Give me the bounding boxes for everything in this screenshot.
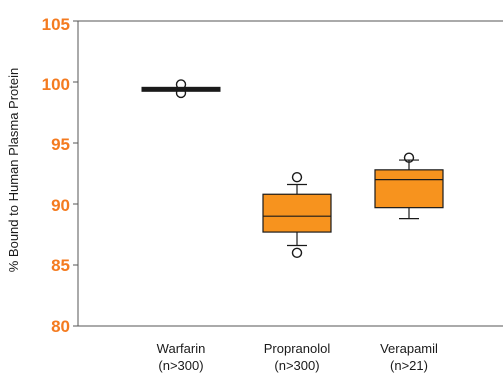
box-propranolol bbox=[262, 193, 332, 233]
plot-area bbox=[73, 20, 503, 327]
category-labels: Warfarin (n>300) Propranolol (n>300) Ver… bbox=[157, 341, 438, 373]
y-tick-label-90: 90 bbox=[51, 196, 70, 215]
outlier-point-verapamil-0 bbox=[403, 152, 415, 163]
category-sublabel-verapamil: (n>21) bbox=[390, 358, 428, 373]
y-axis-label: % Bound to Human Plasma Protein bbox=[6, 68, 21, 273]
outlier-point-propranolol-1 bbox=[291, 171, 303, 183]
outlier-point-warfarin-1 bbox=[175, 79, 187, 90]
category-sublabel-propranolol: (n>300) bbox=[274, 358, 319, 373]
y-tick-labels: 80 85 90 95 100 105 bbox=[42, 15, 70, 336]
y-tick-label-95: 95 bbox=[51, 135, 70, 154]
category-label-verapamil: Verapamil bbox=[380, 341, 438, 356]
y-tick-label-105: 105 bbox=[42, 15, 70, 34]
y-tick-label-80: 80 bbox=[51, 317, 70, 336]
category-label-warfarin: Warfarin bbox=[157, 341, 206, 356]
y-tick-label-100: 100 bbox=[42, 75, 70, 94]
category-sublabel-warfarin: (n>300) bbox=[158, 358, 203, 373]
y-tick-label-85: 85 bbox=[51, 256, 70, 275]
box-verapamil bbox=[374, 169, 444, 209]
outlier-point-propranolol-0 bbox=[291, 247, 303, 259]
category-label-propranolol: Propranolol bbox=[264, 341, 331, 356]
